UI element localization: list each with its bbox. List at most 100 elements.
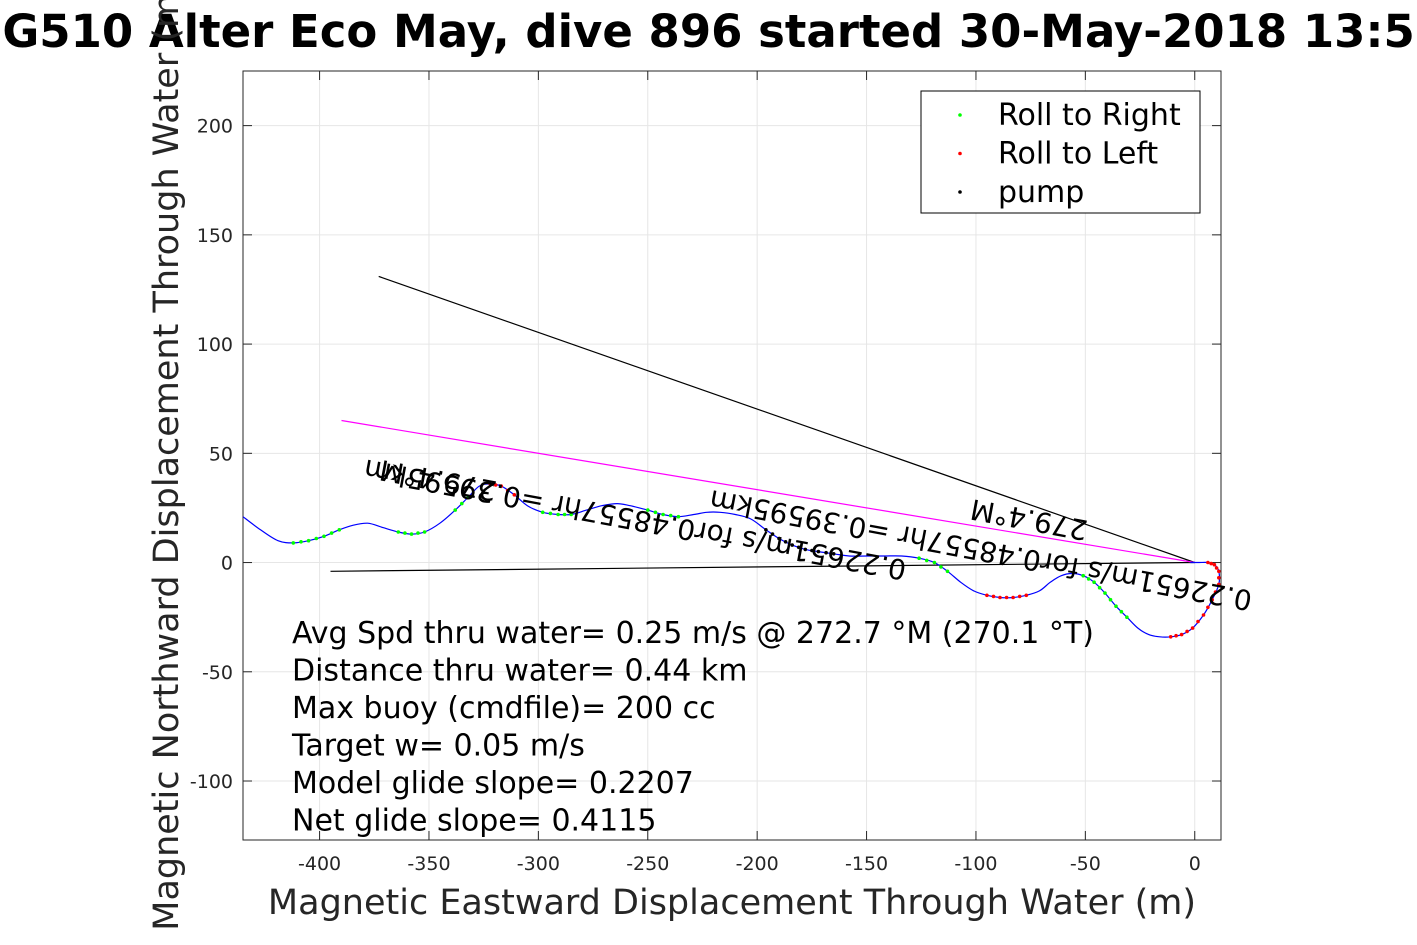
legend-label: Roll to Right [998, 98, 1181, 133]
track-marker [329, 531, 334, 535]
track-marker [770, 532, 775, 536]
track-marker [816, 549, 821, 554]
x-tick-label: -250 [626, 853, 669, 875]
legend-marker [958, 151, 962, 156]
track-marker [540, 510, 545, 515]
annotation-line: Avg Spd thru water= 0.25 m/s @ 272.7 °M … [292, 616, 1094, 651]
track-marker [314, 536, 319, 541]
y-tick-label: 150 [197, 225, 233, 247]
track-marker [422, 530, 427, 534]
legend-label: pump [998, 175, 1084, 210]
track-marker [505, 488, 510, 493]
y-tick-label: -100 [190, 771, 233, 793]
track-marker [1004, 595, 1009, 600]
track-marker [1210, 597, 1214, 602]
track-marker [306, 538, 311, 543]
track-marker [777, 536, 781, 541]
legend-marker [958, 113, 962, 117]
track-marker [466, 495, 471, 499]
track-marker [1168, 635, 1173, 639]
annotation-line: Model glide slope= 0.2207 [292, 766, 694, 801]
legend-label: Roll to Left [998, 137, 1158, 172]
track-marker [556, 512, 560, 517]
annotation-line: Distance thru water= 0.44 km [292, 654, 747, 689]
track-marker [1017, 594, 1022, 599]
annotation-line: Net glide slope= 0.4115 [292, 804, 656, 839]
heading-line [378, 275, 1195, 564]
track-marker [1011, 595, 1015, 600]
track-marker [985, 593, 989, 598]
track-marker [1108, 597, 1113, 602]
track-marker [1174, 633, 1178, 638]
track-marker [1217, 569, 1221, 574]
y-tick-label: 50 [209, 443, 233, 465]
track-marker [569, 512, 573, 517]
x-tick-label: -100 [954, 853, 997, 875]
track-marker [1086, 577, 1091, 581]
y-axis-label: Magnetic Northward Displacement Through … [147, 0, 187, 931]
track-marker [1212, 562, 1217, 567]
track-marker [939, 565, 943, 569]
heading-line [341, 419, 1195, 564]
track-marker [803, 547, 808, 552]
track-marker [945, 569, 950, 574]
track-marker [831, 552, 836, 556]
track-marker [1209, 561, 1213, 566]
track-marker [924, 558, 929, 563]
track-marker [796, 545, 801, 550]
heading-line [330, 561, 1195, 572]
track-marker [764, 528, 768, 532]
track-marker [1092, 580, 1096, 584]
track-marker [1213, 590, 1218, 594]
track-marker [790, 543, 794, 547]
track-marker [661, 512, 665, 517]
track-marker [460, 501, 464, 506]
track-marker [676, 514, 681, 519]
track-marker [1190, 626, 1195, 630]
track-marker [1185, 629, 1189, 634]
x-tick-label: -400 [298, 853, 341, 875]
chart-title: SG510 Alter Eco May, dive 896 started 30… [0, 5, 1417, 58]
track-marker [1024, 593, 1029, 598]
track-marker [1217, 582, 1221, 587]
track-marker [998, 595, 1002, 600]
track-marker [1103, 591, 1107, 595]
track-marker [824, 550, 828, 555]
dive-track [242, 482, 1221, 639]
x-tick-label: 0 [1189, 853, 1201, 875]
track-marker [1214, 566, 1219, 570]
y-tick-label: -50 [202, 662, 233, 684]
track-marker [917, 556, 921, 560]
track-marker [299, 540, 303, 544]
track-marker [499, 484, 504, 488]
track-marker [548, 511, 553, 516]
track-marker [337, 528, 342, 532]
axis-ticks: -400 -350 -300 -250 -200 -150 -100 -50 0 -100 -50 0… [190, 71, 1221, 875]
track-marker [493, 483, 498, 487]
x-tick-label: -200 [736, 853, 779, 875]
track-marker [403, 531, 407, 535]
track-marker [488, 482, 493, 486]
track-marker [562, 512, 567, 517]
track-marker [1217, 576, 1221, 580]
y-tick-label: 100 [197, 334, 233, 356]
track-marker [1114, 604, 1118, 608]
x-tick-label: -150 [845, 853, 888, 875]
track-marker [409, 532, 414, 536]
heading-lines [330, 275, 1195, 572]
track-marker [653, 510, 658, 515]
x-tick-label: -350 [407, 853, 450, 875]
track-marker [512, 493, 517, 497]
annotation-line: Target w= 0.05 m/s [291, 729, 585, 764]
track-marker [322, 534, 326, 539]
track-marker [810, 548, 814, 553]
y-tick-label: 0 [221, 553, 233, 575]
track-marker [416, 531, 420, 535]
track-marker [453, 508, 458, 512]
annotation-line: Max buoy (cmdfile)= 200 cc [292, 691, 716, 726]
track-marker [1097, 585, 1102, 590]
track-marker [1206, 560, 1210, 565]
dive-annotations: Avg Spd thru water= 0.25 m/s @ 272.7 °M … [291, 616, 1094, 839]
track-marker [783, 540, 788, 544]
